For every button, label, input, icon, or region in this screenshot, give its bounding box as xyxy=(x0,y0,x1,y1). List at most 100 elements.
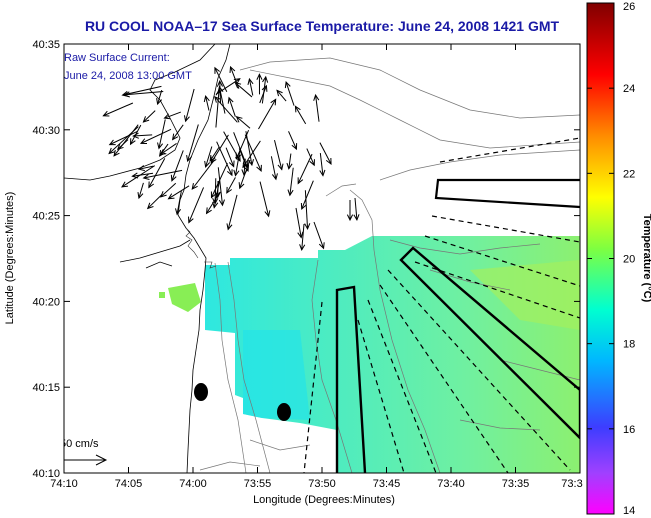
x-tick-label: 73:45 xyxy=(373,478,401,490)
scale-bar-arrowhead xyxy=(95,454,108,466)
current-vector xyxy=(113,124,139,157)
current-vector xyxy=(159,142,177,156)
current-vector xyxy=(209,146,220,162)
station-marker xyxy=(194,383,208,401)
dashed-track xyxy=(424,235,580,287)
y-tick-label: 40:35 xyxy=(32,39,60,51)
sampling-box-south xyxy=(335,285,367,473)
sst-inlet-patch xyxy=(168,283,201,312)
sampling-box-diagonal xyxy=(399,246,580,440)
y-tick-label: 40:25 xyxy=(32,211,60,223)
current-vector xyxy=(121,165,156,188)
sampling-tracks xyxy=(335,178,580,473)
current-vector xyxy=(171,124,184,141)
current-vector xyxy=(157,119,166,150)
current-vector xyxy=(261,75,269,104)
current-vector xyxy=(313,221,325,250)
current-vector xyxy=(163,111,181,120)
sst-inlet-pixel xyxy=(159,292,165,298)
current-vector xyxy=(129,124,142,146)
current-vector xyxy=(286,153,293,170)
x-tick-label: 73:3 xyxy=(561,478,582,490)
current-vector xyxy=(148,158,166,189)
y-axis-label: Latitude (Degrees:Minutes) xyxy=(4,192,16,325)
colorbar-tick-label: 26 xyxy=(623,1,635,13)
current-vector xyxy=(319,152,326,177)
dashed-track xyxy=(387,269,571,471)
sampling-box-north xyxy=(434,178,580,209)
colorbar-tick-label: 22 xyxy=(623,168,635,180)
dashed-track xyxy=(414,261,580,319)
current-vector xyxy=(186,124,199,163)
current-vector xyxy=(214,66,228,92)
current-vector xyxy=(139,128,172,144)
current-vector xyxy=(217,167,225,207)
y-tick-label: 40:10 xyxy=(32,468,60,480)
current-vector xyxy=(259,181,271,218)
x-tick-label: 74:00 xyxy=(179,478,207,490)
x-axis-label: Longitude (Degrees:Minutes) xyxy=(253,494,395,506)
colorbar-label: Temperature (°C) xyxy=(641,214,651,303)
colorbar-tick-label: 20 xyxy=(623,254,635,266)
current-vector xyxy=(226,194,238,231)
dashed-track xyxy=(439,137,580,163)
current-label-line1: Raw Surface Current: xyxy=(64,52,170,64)
current-vector xyxy=(287,167,294,197)
current-vector xyxy=(108,130,138,146)
current-vector xyxy=(175,191,182,216)
current-vector xyxy=(346,200,354,222)
current-vector xyxy=(137,182,144,200)
x-tick-label: 74:05 xyxy=(115,478,143,490)
x-tick-label: 73:35 xyxy=(502,478,530,490)
current-vector xyxy=(116,139,129,151)
current-vector xyxy=(216,80,224,104)
current-vector xyxy=(284,80,295,106)
current-vector xyxy=(238,159,251,190)
current-vector xyxy=(188,187,205,224)
map-area: Raw Surface Current: June 24, 2008 13:00… xyxy=(64,44,580,473)
current-vector xyxy=(137,165,154,172)
current-vector xyxy=(304,190,311,230)
current-vector xyxy=(297,153,313,185)
current-vector xyxy=(156,89,163,106)
current-vector xyxy=(270,156,278,181)
colorbar-tick-label: 18 xyxy=(623,339,635,351)
x-tick-label: 73:40 xyxy=(437,478,465,490)
dashed-track xyxy=(367,299,437,473)
current-vector xyxy=(233,149,241,177)
current-vector xyxy=(235,116,251,129)
colorbar-tick-label: 16 xyxy=(623,424,635,436)
current-vector xyxy=(247,77,254,96)
current-vector xyxy=(276,89,287,102)
coastline-outer xyxy=(64,44,216,181)
figure-title: RU COOL NOAA–17 Sea Surface Temperature:… xyxy=(85,18,560,34)
current-vector xyxy=(142,110,156,123)
station-marker xyxy=(277,403,291,421)
current-vector xyxy=(288,131,298,151)
current-vector xyxy=(295,207,304,239)
x-tick-label: 73:50 xyxy=(308,478,336,490)
coastline-bay xyxy=(119,239,191,269)
x-axis-ticks: 74:10 74:05 74:00 73:55 73:50 73:45 73:40 73:35… xyxy=(50,44,583,490)
current-vector xyxy=(183,88,195,123)
current-vector xyxy=(299,223,306,252)
dashed-track xyxy=(379,284,509,473)
current-vector xyxy=(300,180,314,211)
shoreline-detail xyxy=(185,227,217,269)
current-vector xyxy=(294,105,307,125)
current-vector xyxy=(191,159,215,190)
dashed-track xyxy=(303,301,323,473)
current-vector xyxy=(319,142,332,165)
current-vector xyxy=(102,102,134,117)
current-vector xyxy=(214,181,221,199)
current-vector xyxy=(256,73,263,95)
y-axis-ticks: 40:35 40:30 40:25 40:20 40:15 40:10 xyxy=(32,39,580,480)
current-vectors xyxy=(102,65,360,252)
colorbar-ticks: 26 24 22 20 18 16 14 xyxy=(587,1,635,517)
colorbar-tick-label: 14 xyxy=(623,505,635,517)
dashed-track xyxy=(431,215,580,243)
current-vector xyxy=(159,182,177,198)
current-vector xyxy=(204,146,213,169)
y-tick-label: 40:20 xyxy=(32,296,60,308)
x-tick-label: 73:55 xyxy=(244,478,272,490)
